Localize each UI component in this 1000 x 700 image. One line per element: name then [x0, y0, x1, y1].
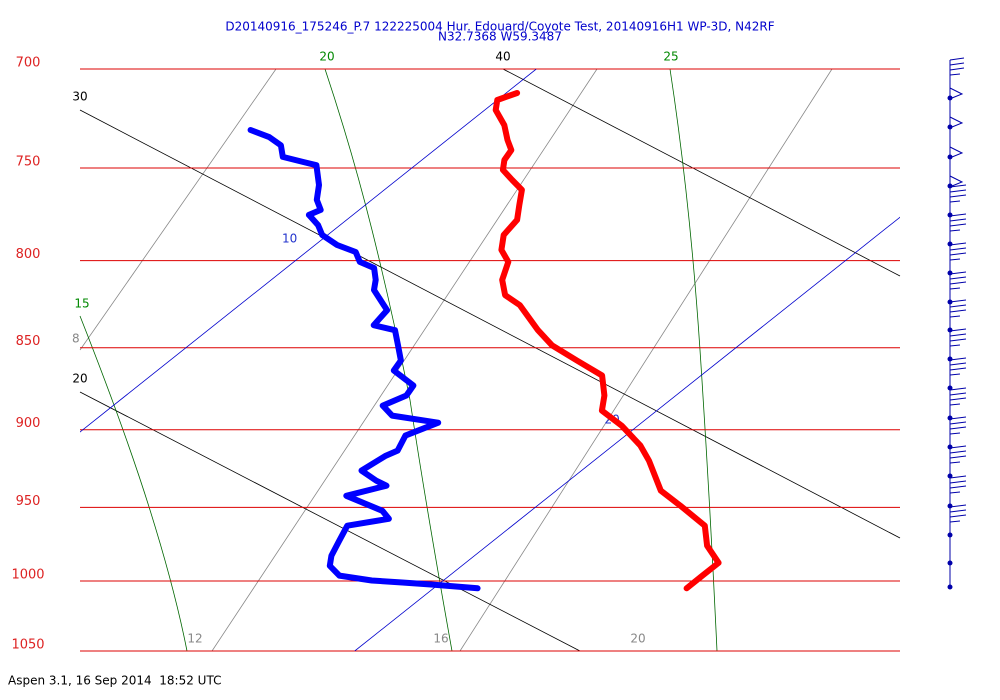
- y-tick-label: 700: [16, 56, 41, 71]
- y-tick-label: 900: [16, 416, 41, 431]
- barb-feathers: [949, 213, 967, 232]
- mixing-ratio-label: 16: [433, 632, 448, 646]
- barb-dot: [947, 154, 953, 160]
- footer: Aspen 3.1, 16 Sep 2014 18:52 UTC: [8, 674, 221, 688]
- barb-dot: [947, 473, 953, 479]
- barb-dot: [947, 385, 953, 391]
- barb-feathers: [949, 242, 967, 261]
- y-tick-label: 1000: [11, 567, 44, 582]
- y-tick-label: 950: [16, 494, 41, 509]
- barb-flag: [949, 146, 964, 158]
- barb-dot: [947, 532, 953, 538]
- dry-adiabat: [79, 391, 581, 652]
- isotherm: [354, 216, 900, 651]
- dry-adiabat-label: 30: [72, 90, 87, 104]
- dry-adiabat: [79, 109, 901, 539]
- barb-feathers: [949, 445, 967, 464]
- barb-dot: [947, 212, 953, 218]
- barb-dot: [947, 270, 953, 276]
- barb-dot: [947, 241, 953, 247]
- barb-flag: [949, 175, 964, 187]
- barb-dot: [947, 356, 953, 362]
- reference-labels: 8 12 16 20 30 20 40 20 15 25: [72, 50, 679, 646]
- barb-feathers: [949, 299, 967, 318]
- y-tick-label: 800: [16, 247, 41, 262]
- profile-line: [247, 127, 481, 592]
- mixing-ratio-line: [211, 68, 598, 652]
- mixing-ratio-line: [79, 68, 277, 351]
- moist-adiabat: [79, 315, 188, 652]
- barb-flag: [949, 116, 964, 128]
- barb-dot: [947, 503, 953, 509]
- barb-feathers: [949, 475, 967, 494]
- dry-adiabat: [502, 68, 901, 277]
- barb-feathers: [949, 357, 967, 376]
- y-tick-label: 750: [16, 155, 41, 170]
- barb-dot: [947, 415, 953, 421]
- mixing-ratio-label: 8: [72, 332, 80, 346]
- barb-feathers: [949, 271, 967, 290]
- barb-dot: [947, 327, 953, 333]
- profile-line: [492, 90, 722, 592]
- isotherm: [80, 69, 537, 433]
- isotherms: [80, 69, 900, 651]
- barb-feathers: [949, 416, 967, 435]
- barb-feathers: [949, 387, 967, 406]
- chart-title: D20140916_175246_P.7 122225004 Hur. Edou…: [225, 20, 774, 34]
- moist-adiabat: [324, 68, 453, 652]
- mixing-ratio-label: 20: [630, 632, 645, 646]
- barb-feathers: [949, 504, 967, 523]
- moist-adiabat: [669, 68, 718, 652]
- barb-dot: [947, 560, 953, 566]
- barb-dot: [947, 183, 953, 189]
- barb-feathers: [949, 57, 965, 76]
- barb-dot: [947, 95, 953, 101]
- barb-feathers: [949, 184, 967, 203]
- barb-dot: [947, 124, 953, 130]
- mixing-ratio-label: 12: [187, 632, 202, 646]
- mixing-ratio-line: [459, 68, 833, 652]
- moist-adiabat-label: 25: [663, 50, 678, 64]
- barb-flag: [949, 87, 964, 99]
- moist-adiabat-label: 20: [319, 50, 334, 64]
- y-tick-label: 1050: [11, 638, 44, 653]
- isotherm-label: 10: [282, 232, 297, 246]
- moist-adiabat-label: 15: [74, 297, 89, 311]
- barb-dot: [947, 444, 953, 450]
- y-tick-label: 850: [16, 334, 41, 349]
- dry-adiabat-label: 40: [495, 50, 510, 64]
- barb-dot: [947, 584, 953, 590]
- chart-subtitle: N32.7368 W59.3487: [438, 30, 562, 44]
- reference-lines: [79, 68, 901, 652]
- barb-feathers: [949, 328, 967, 347]
- dry-adiabat-label: 20: [72, 372, 87, 386]
- wind-barbs: [947, 57, 967, 590]
